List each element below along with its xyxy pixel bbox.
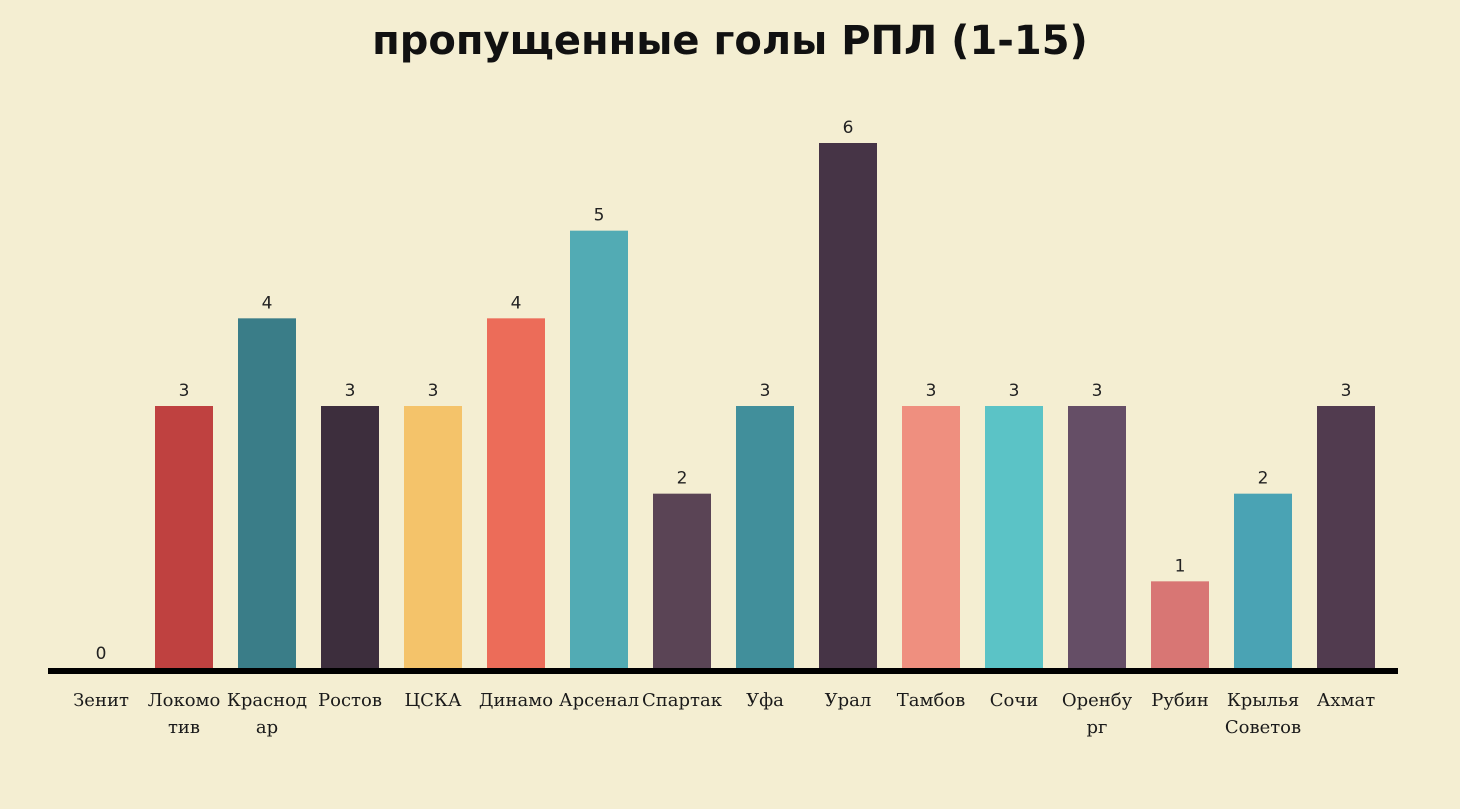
bar-value-label: 4 (511, 293, 522, 313)
bar-value-label: 0 (96, 644, 107, 664)
bar-value-label: 2 (677, 469, 688, 489)
x-tick-label: Спартак (642, 690, 723, 711)
bar-value-label: 1 (1175, 556, 1186, 576)
bar-13 (1068, 406, 1126, 669)
bar-12 (985, 406, 1043, 669)
x-tick-label-line: Спартак (642, 690, 723, 711)
x-tick-label-line: Рубин (1151, 690, 1209, 711)
x-tick-label: Динамо (479, 690, 553, 711)
x-tick-label-line: рг (1087, 717, 1108, 738)
bar-14 (1151, 581, 1209, 669)
x-tick-label-line: Крылья (1227, 690, 1299, 711)
bar-16 (1317, 406, 1375, 669)
tick-labels-layer: Зенит Локомо тив Краснод ар Ростов ЦСКА Динамо А… (73, 690, 1375, 738)
x-tick-label-line: Урал (825, 690, 872, 711)
x-tick-label: Ахмат (1317, 690, 1376, 711)
x-tick-label-line: Арсенал (559, 690, 639, 711)
bar-value-label: 3 (428, 381, 439, 401)
x-tick-label-line: Локомо (148, 690, 221, 711)
x-tick-label: Краснод ар (227, 690, 307, 738)
x-tick-label-line: Уфа (746, 690, 784, 711)
bar-10 (819, 143, 877, 669)
x-tick-label: Зенит (73, 690, 129, 711)
bar-11 (902, 406, 960, 669)
x-tick-label-line: Ахмат (1317, 690, 1376, 711)
x-tick-label-line: Динамо (479, 690, 553, 711)
value-labels-layer: 0 3 4 3 3 4 5 2 3 6 3 3 3 1 2 3 (96, 118, 1352, 664)
x-tick-label: Ростов (318, 690, 382, 711)
bar-value-label: 3 (1092, 381, 1103, 401)
bars-layer (155, 143, 1375, 669)
bar-value-label: 6 (843, 118, 854, 138)
bar-8 (653, 493, 711, 669)
x-tick-label-line: Оренбу (1062, 690, 1133, 711)
bar-value-label: 3 (179, 381, 190, 401)
bar-15 (1234, 493, 1292, 669)
x-tick-label: Локомо тив (148, 690, 221, 738)
x-tick-label-line: Краснод (227, 690, 307, 711)
bar-value-label: 3 (926, 381, 937, 401)
x-tick-label-line: ар (256, 717, 278, 738)
bar-value-label: 3 (1341, 381, 1352, 401)
x-tick-label: Уфа (746, 690, 784, 711)
x-tick-label: Крылья Советов (1225, 690, 1301, 738)
x-tick-label-line: Зенит (73, 690, 129, 711)
chart-title: пропущенные голы РПЛ (1-15) (372, 18, 1088, 64)
bar-value-label: 3 (345, 381, 356, 401)
x-tick-label-line: тив (168, 717, 200, 738)
bar-2 (155, 406, 213, 669)
x-tick-label-line: Сочи (990, 690, 1039, 711)
bar-4 (321, 406, 379, 669)
x-tick-label-line: Тамбов (897, 690, 966, 711)
x-tick-label: Арсенал (559, 690, 639, 711)
bar-value-label: 3 (1009, 381, 1020, 401)
bar-3 (238, 318, 296, 669)
x-tick-label: Сочи (990, 690, 1039, 711)
x-tick-label-line: ЦСКА (404, 690, 461, 711)
x-tick-label: Оренбу рг (1062, 690, 1133, 738)
bar-5 (404, 406, 462, 669)
bar-6 (487, 318, 545, 669)
x-tick-label-line: Советов (1225, 717, 1301, 738)
bar-value-label: 4 (262, 293, 273, 313)
x-tick-label: Тамбов (897, 690, 966, 711)
x-tick-label: Урал (825, 690, 872, 711)
x-tick-label: Рубин (1151, 690, 1209, 711)
bar-value-label: 3 (760, 381, 771, 401)
bar-7 (570, 230, 628, 669)
x-tick-label-line: Ростов (318, 690, 382, 711)
bar-value-label: 5 (594, 206, 605, 226)
bar-9 (736, 406, 794, 669)
x-tick-label: ЦСКА (404, 690, 461, 711)
bar-value-label: 2 (1258, 469, 1269, 489)
